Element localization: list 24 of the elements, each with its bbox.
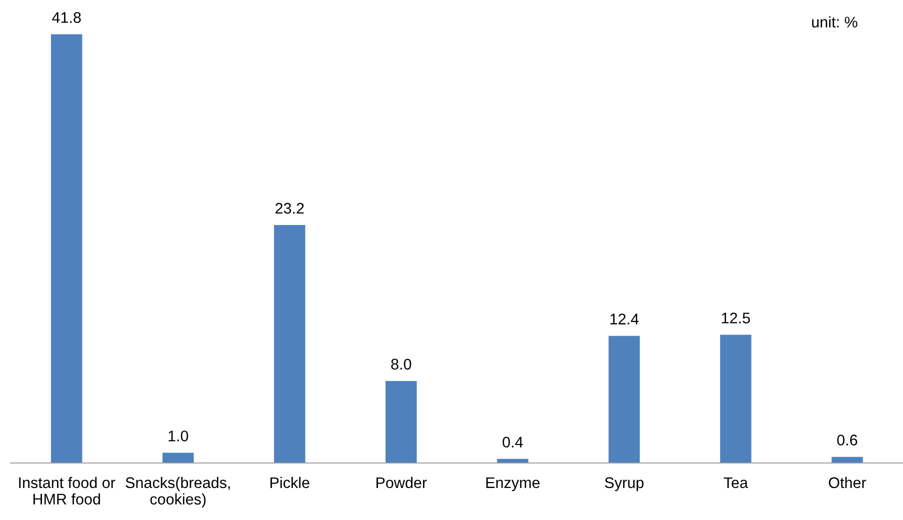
bar — [50, 34, 82, 463]
x-tick-label: Powder — [376, 476, 427, 488]
data-label: 0.6 — [837, 434, 858, 446]
bar — [832, 456, 863, 463]
bar — [274, 225, 306, 463]
data-label: 41.8 — [52, 12, 81, 23]
bar — [386, 380, 417, 463]
x-tick-label: Snacks(breads, cookies) — [126, 476, 230, 508]
x-tick-label: Enzyme — [486, 477, 540, 492]
x-tick-label: Other — [828, 476, 866, 488]
data-label: 1.0 — [168, 430, 188, 442]
bar — [162, 452, 194, 463]
text: unit: % — [812, 16, 858, 28]
data-label: 23.2 — [276, 202, 304, 214]
data-label: 8.0 — [391, 358, 412, 370]
bar — [720, 334, 752, 463]
data-label: 12.5 — [722, 312, 750, 324]
data-label: 12.4 — [610, 314, 639, 324]
x-tick-label: Syrup — [604, 477, 644, 492]
x-tick-label: Instant food or HMR food — [19, 476, 116, 505]
bar — [608, 336, 640, 463]
x-tick-label: Tea — [724, 477, 748, 488]
x-tick-label: Pickle — [270, 476, 310, 488]
data-label: 0.4 — [502, 436, 523, 448]
